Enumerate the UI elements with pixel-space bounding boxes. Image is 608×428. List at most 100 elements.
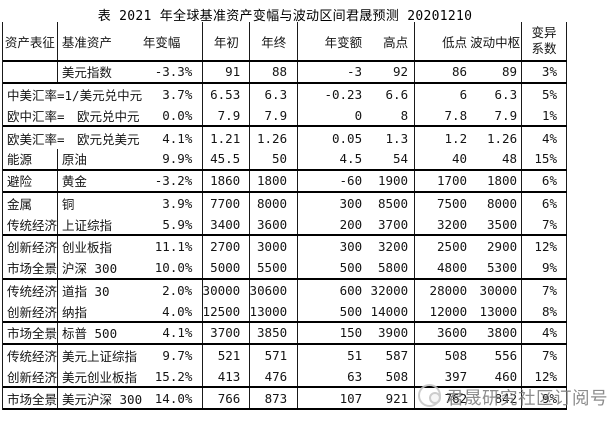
table-body: 美元指数 -3.3% 91 88 -3 92 86 89 3% 中美汇率=1/美元兑中元 3.7% 6… [3, 62, 567, 410]
cell-cv: 4% [522, 323, 567, 343]
yoy-value: 10.0% [154, 260, 193, 276]
asset-label: 美元上证综指 [62, 349, 138, 365]
cell-cv: 7% [522, 344, 567, 367]
cell-low-pivot: 6 6.3 [415, 83, 523, 106]
high-value: 8500 [377, 195, 409, 211]
year-change-value: 500 [339, 260, 363, 276]
cell-year-end: 5500 [250, 257, 299, 278]
cell-cv: 4% [522, 127, 567, 149]
pivot-value: 1.26 [487, 130, 518, 146]
pivot-value: 5300 [487, 260, 518, 276]
yoy-value: 15.2% [154, 368, 193, 384]
header-benchmark-group: 基准资产 年变幅 [58, 22, 204, 60]
table-row: 中美汇率=1/美元兑中元 3.7% 6.53 6.3 -0.23 6.6 6 6.3 5% [3, 83, 567, 106]
cell-low-pivot: 4800 5300 [415, 257, 523, 278]
cell-asset-yoy: 创业板指 11.1% [58, 236, 204, 258]
table-row: 能源 原油 9.9% 45.5 50 4.5 54 40 48 15% [3, 149, 567, 171]
low-value: 28000 [429, 282, 468, 298]
header-cv-line1: 变异 [531, 25, 557, 40]
cell-year-start: 1.21 [203, 127, 251, 149]
cell-category: 能源 [3, 149, 58, 169]
cell-year-end: 88 [250, 62, 299, 82]
table-row: 传统经济 道指 30 2.0% 30000 30600 600 32000 28000 3000… [3, 279, 567, 302]
high-value: 3200 [378, 239, 409, 255]
cell-year-start: 3700 [203, 323, 251, 343]
table-row: 避险 黄金 -3.2% 1860 1800 -60 1900 1700 1800 6% [3, 170, 567, 193]
pivot-value: 89 [502, 64, 518, 80]
cell-category: 传统经济 [3, 279, 58, 302]
table-row: 美元指数 -3.3% 91 88 -3 92 86 89 3% [3, 62, 567, 84]
table-row: 市场全景 标普 500 4.1% 3700 3850 150 3900 3600 3800 4% [3, 323, 567, 345]
pivot-value: 842 [494, 390, 518, 406]
high-value: 8 [400, 107, 409, 123]
asset-label: 标普 500 [62, 326, 118, 342]
low-value: 762 [444, 390, 468, 406]
pivot-value: 13000 [479, 303, 518, 319]
yoy-value: 14.0% [154, 390, 193, 406]
cell-low-pivot: 7.8 7.9 [415, 105, 523, 126]
yoy-value: 5.9% [162, 216, 193, 232]
cell-year-end: 50 [250, 149, 299, 169]
cell-asset-yoy: 道指 30 2.0% [58, 279, 204, 302]
high-value: 32000 [370, 282, 409, 298]
header-cv: 变异 系数 [522, 22, 567, 60]
cell-year-end: 8000 [250, 192, 299, 215]
header-change-high-group: 年变额 高点 [298, 22, 416, 60]
table-row: 欧中汇率= 欧元兑中元 0.0% 7.9 7.9 0 8 7.8 7.9 1% [3, 105, 567, 128]
table-row: 金属铜 3.9% 7700 8000 300 8500 7500 8000 6% [3, 192, 567, 215]
yoy-value: 0.0% [162, 107, 193, 123]
header-low-pivot-group: 低点 波动中枢 [415, 22, 523, 60]
cell-asset-yoy: 美元上证综指 9.7% [58, 344, 204, 367]
high-value: 1.3 [385, 130, 409, 146]
year-change-value: 107 [339, 390, 363, 406]
low-value: 3200 [437, 216, 468, 232]
cell-low-pivot: 397 460 [415, 366, 523, 387]
cell-year-start: 413 [203, 366, 251, 387]
header-cv-line2: 系数 [531, 41, 557, 56]
cell-low-pivot: 3600 3800 [415, 323, 523, 343]
category-label: 欧美汇率= [7, 131, 78, 147]
high-value: 587 [385, 348, 409, 364]
cell-cv: 12% [522, 366, 567, 387]
high-value: 3700 [378, 216, 409, 232]
cell-low-pivot: 7500 8000 [415, 192, 523, 215]
high-value: 5800 [378, 260, 409, 276]
pivot-value: 30000 [479, 282, 518, 298]
table-header-row: 资产表征 基准资产 年变幅 年初 年终 年变额 高点 低点 波动中枢 变异 系数 [3, 22, 567, 62]
table-row: 市场全景 美元沪深 300 14.0% 766 873 107 921 762 842 9% [3, 388, 567, 410]
cell-change-high: 4.5 54 [298, 149, 416, 169]
cell-year-start: 45.5 [203, 149, 251, 169]
cell-year-start: 6.53 [203, 83, 251, 106]
asset-label: 沪深 300 [62, 261, 118, 277]
cell-category [3, 62, 58, 82]
cell-change-high: 500 14000 [298, 301, 416, 321]
pivot-value: 7.9 [494, 107, 518, 123]
cell-change-high: 300 8500 [298, 192, 416, 215]
cell-year-start: 766 [203, 388, 251, 408]
year-change-value: 150 [339, 325, 363, 341]
cell-asset-yoy: 美元指数 -3.3% [58, 62, 204, 82]
pivot-value: 460 [494, 368, 518, 384]
cell-year-start: 5000 [203, 257, 251, 278]
cell-category: 传统经济 [3, 344, 58, 367]
cell-low-pivot: 86 89 [415, 62, 523, 82]
asset-label: 道指 30 [62, 283, 110, 299]
cell-year-start: 3400 [203, 214, 251, 234]
header-year-start: 年初 [203, 22, 251, 60]
header-low: 低点 [442, 34, 468, 50]
high-value: 921 [385, 390, 409, 406]
cell-category: 金属 [3, 192, 58, 215]
low-value: 508 [444, 348, 468, 364]
low-value: 397 [444, 368, 468, 384]
cell-low-pivot: 508 556 [415, 344, 523, 367]
year-change-value: 0 [354, 107, 363, 123]
cell-year-start: 2700 [203, 236, 251, 258]
year-change-value: 500 [339, 303, 363, 319]
high-value: 1900 [377, 173, 409, 189]
asset-label: 美元兑中元 [79, 88, 143, 104]
pivot-value: 556 [494, 348, 518, 364]
asset-label: 创业板指 [62, 240, 113, 256]
cell-category: 创新经济 [3, 236, 58, 258]
high-value: 54 [393, 151, 409, 167]
